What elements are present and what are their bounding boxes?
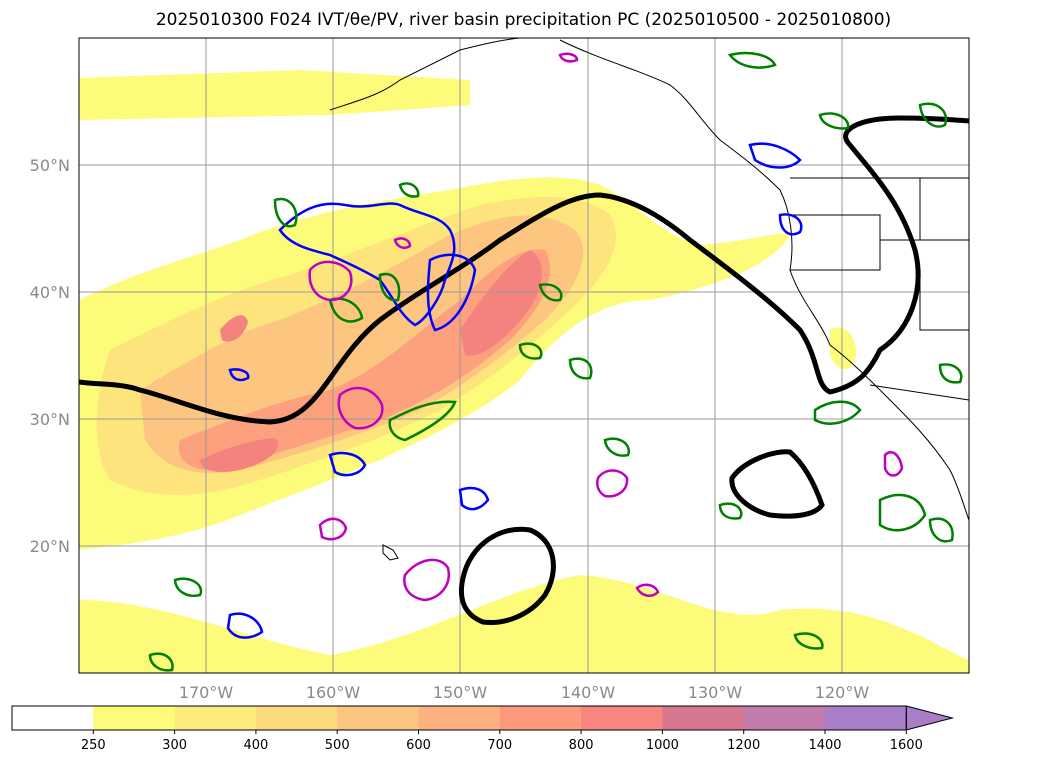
pv-green-4	[388, 400, 457, 442]
ivt-800-west	[200, 438, 279, 472]
pv-green-2	[328, 297, 364, 323]
pv-positive-contours	[148, 51, 963, 672]
pv-blue-north	[278, 202, 456, 327]
hawaii	[382, 544, 399, 561]
pc-ring-1	[308, 260, 353, 302]
pv-negative-contours	[226, 142, 803, 639]
map-title: 2025010300 F024 IVT/θe/PV, river basin p…	[155, 10, 892, 30]
colorbar-segment	[174, 706, 257, 730]
colorbar-segment	[743, 706, 826, 730]
ivt-250-coast	[830, 327, 856, 370]
pv-blue-west	[228, 368, 250, 382]
ivt-250-south	[79, 575, 969, 673]
colorbar-segment	[418, 706, 501, 730]
pv-green-9	[718, 502, 743, 520]
pv-green-1	[273, 197, 298, 228]
colorbar-tick-label: 800	[569, 738, 594, 753]
theta-e-mid-ring	[729, 449, 825, 519]
colorbar-tick-label: 600	[406, 738, 431, 753]
ivt-800-northwest	[220, 315, 248, 342]
pv-green-19	[938, 363, 963, 384]
states-west	[790, 178, 969, 331]
pv-green-8	[603, 437, 631, 457]
colorbar-segment	[12, 706, 94, 730]
theta-e-south-ring	[458, 526, 556, 626]
pv-green-3	[378, 272, 401, 302]
lon-label: 160°W	[306, 683, 361, 702]
colorbar-segment	[93, 706, 176, 730]
lat-label: 40°N	[30, 283, 70, 302]
pv-blue-mid	[328, 451, 367, 477]
map-frame	[78, 37, 970, 674]
ivt-800	[460, 250, 542, 356]
colorbar-tick-label: 1400	[808, 738, 841, 753]
pv-green-13	[918, 102, 948, 128]
lat-label: 20°N	[30, 537, 70, 556]
colorbar-tick-label: 250	[81, 738, 106, 753]
pv-green-15	[818, 112, 850, 130]
pv-green-11	[928, 517, 954, 543]
pc-ring-9	[558, 52, 579, 63]
lon-label: 150°W	[433, 683, 488, 702]
pc-ring-7	[635, 583, 660, 597]
colorbar-tick-label: 1200	[727, 738, 760, 753]
colorbar-extend-arrow	[905, 705, 955, 731]
colorbar-tick-label: 700	[487, 738, 512, 753]
pc-ring-8	[393, 237, 412, 249]
pv-green-17	[793, 632, 824, 650]
colorbar-tick-label: 1600	[890, 738, 923, 753]
pv-blue-sw	[226, 612, 264, 639]
alaska-coast	[329, 38, 521, 111]
lat-label: 30°N	[30, 410, 70, 429]
theta-e-contours	[79, 115, 969, 626]
map-content	[79, 38, 969, 673]
pv-green-20	[398, 182, 420, 198]
lon-label: 120°W	[815, 683, 870, 702]
colorbar-segment	[662, 706, 745, 730]
lon-label: 130°W	[688, 683, 743, 702]
ivt-250-band	[79, 70, 470, 120]
pv-blue-island	[458, 486, 490, 511]
colorbar-tick-label: 500	[325, 738, 350, 753]
pv-green-18	[148, 652, 174, 672]
mexico-border	[869, 384, 969, 401]
colorbar-segment	[337, 706, 419, 730]
pv-green-14	[727, 51, 777, 69]
pc-ring-3	[403, 558, 451, 602]
pv-green-5	[538, 283, 563, 302]
colorbar-segment	[581, 706, 663, 730]
colorbar-border	[11, 705, 907, 731]
lon-labels: 170°W 160°W 150°W 140°W 130°W 120°W	[179, 683, 870, 702]
lat-label: 50°N	[30, 156, 70, 175]
colorbar-segment	[499, 706, 582, 730]
pv-green-6	[518, 342, 543, 360]
ivt-500	[178, 249, 551, 470]
lat-labels: 50°N 40°N 30°N 20°N	[30, 156, 70, 556]
pv-green-7	[568, 357, 593, 380]
lon-label: 140°W	[561, 683, 616, 702]
colorbar-tick-label: 300	[162, 738, 187, 753]
colorbar-tick-label: 1000	[646, 738, 679, 753]
precip-pc-contours	[308, 52, 904, 602]
colorbar-segment	[255, 706, 338, 730]
colorbar-tick-label: 400	[243, 738, 268, 753]
pc-ring-6	[883, 451, 904, 477]
colorbar: 250 300 400 500 600 700 800 1000 1200 1400 1600	[11, 705, 955, 753]
colorbar-segment	[825, 706, 907, 730]
pc-ring-5	[318, 517, 348, 541]
pv-blue-ne	[748, 142, 802, 169]
pv-blue-coast	[778, 213, 803, 236]
graticule	[79, 38, 969, 673]
pv-green-10	[878, 493, 927, 532]
pv-green-16	[173, 577, 203, 597]
pv-blue-ridge	[426, 253, 477, 332]
pc-ring-4	[596, 469, 629, 498]
theta-e-main	[79, 115, 969, 425]
lon-label: 170°W	[179, 683, 234, 702]
pv-green-12	[813, 400, 862, 425]
pc-ring-2	[337, 386, 384, 430]
